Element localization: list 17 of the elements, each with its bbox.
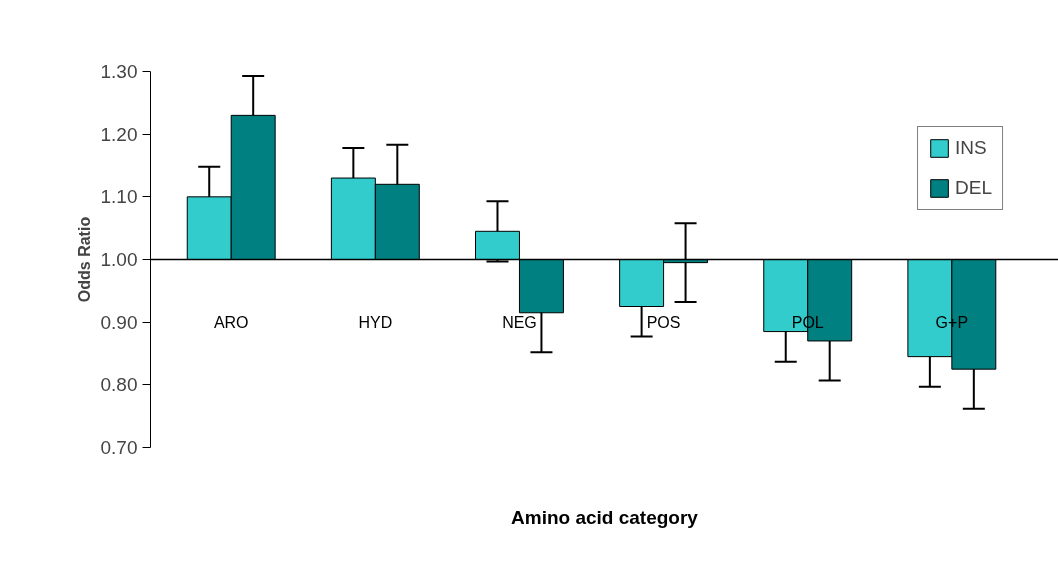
y-tick-label: 0.90	[100, 311, 138, 333]
legend-label: DEL	[955, 177, 992, 199]
y-tick-label: 1.30	[100, 61, 138, 82]
legend-label: INS	[955, 137, 987, 159]
y-tick-label: 0.80	[100, 374, 138, 396]
x-tick-label: NEG	[502, 314, 537, 331]
y-tick-label: 1.20	[100, 123, 138, 145]
x-tick-label: HYD	[358, 314, 393, 331]
y-tick-label: 1.00	[100, 249, 138, 270]
x-axis-title: Amino acid category	[511, 507, 699, 528]
y-tick-label: 0.70	[100, 437, 138, 458]
x-tick-label: POS	[646, 314, 681, 331]
x-tick-label: ARO	[213, 314, 249, 331]
y-axis-title: Odds Ratio	[75, 216, 93, 303]
y-tick-label: 1.10	[100, 186, 138, 208]
x-tick-label: POL	[791, 314, 824, 331]
x-tick-label: G+P	[935, 314, 969, 331]
